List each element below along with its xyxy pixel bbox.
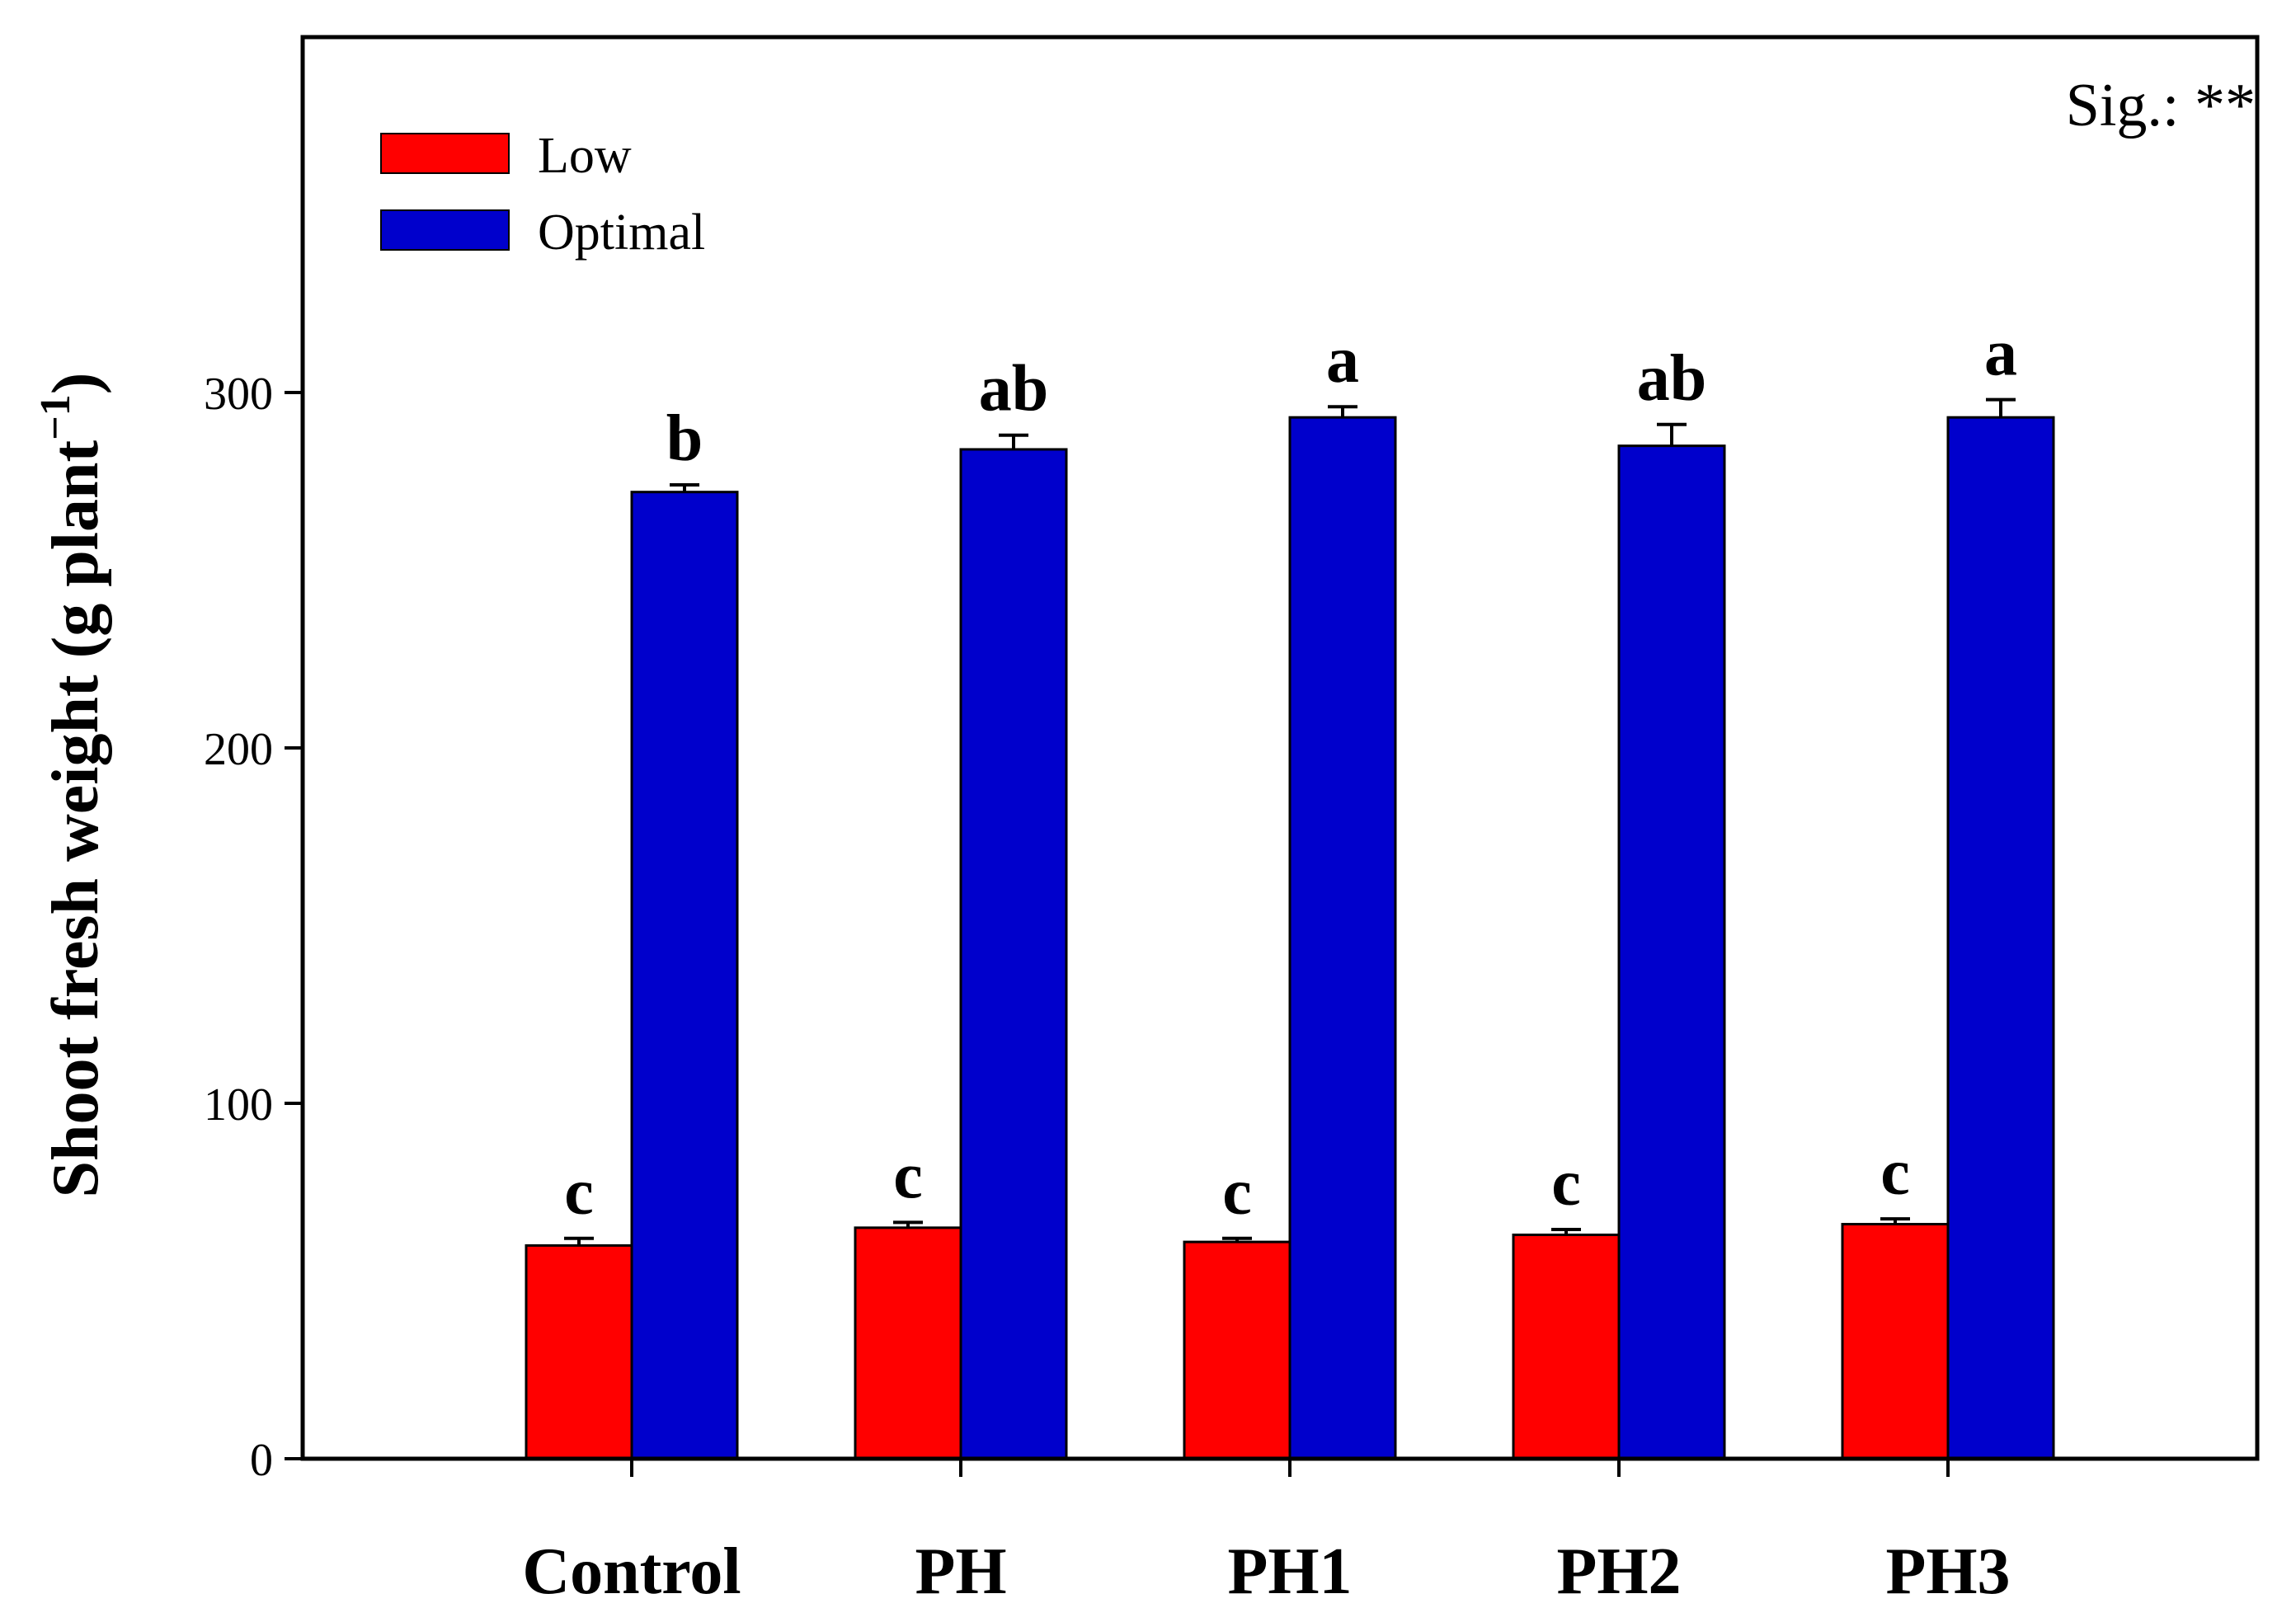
y-tick-label-1: 100: [204, 1079, 273, 1131]
significance-label-low-4: c: [1880, 1136, 1910, 1209]
significance-label-low-2: c: [1222, 1156, 1252, 1229]
bar-low-ph2: [1512, 1233, 1621, 1460]
bar-low-control: [525, 1244, 633, 1460]
significance-label-optimal-3: ab: [1637, 342, 1707, 415]
legend: Low Optimal: [380, 128, 705, 261]
y-axis-title-main: Shoot fresh weight (g plant: [40, 440, 112, 1197]
x-tick-label-control: Control: [522, 1535, 741, 1608]
legend-swatch-low: [380, 133, 510, 174]
bars: c b c ab c a c ab c a: [525, 317, 2055, 1460]
y-axis-title-superscript: −1: [32, 394, 79, 440]
legend-label-optimal: Optimal: [538, 205, 705, 261]
significance-label-low-0: c: [564, 1156, 594, 1229]
bar-optimal-ph1: [1288, 416, 1397, 1460]
bar-optimal-ph3: [1946, 416, 2055, 1460]
y-tick-label-2: 200: [204, 724, 273, 775]
legend-label-low: Low: [538, 128, 632, 184]
significance-label-optimal-0: b: [666, 402, 703, 475]
bar-low-ph: [854, 1226, 962, 1460]
y-axis-ticks: 0 100 200 300: [204, 369, 303, 1486]
bar-low-ph1: [1183, 1240, 1292, 1460]
significance-label-optimal-2: a: [1326, 324, 1359, 397]
significance-label-optimal-4: a: [1984, 317, 2017, 390]
x-axis-labels: Control PH PH1 PH2 PH3: [522, 1459, 2011, 1608]
plot-frame: [300, 35, 2260, 1461]
significance-label-low-3: c: [1551, 1147, 1581, 1220]
significance-note: Sig.: **: [2066, 72, 2256, 139]
x-tick-label-ph1: PH1: [1227, 1535, 1352, 1608]
significance-label-low-1: c: [893, 1140, 923, 1212]
x-tick-label-ph2: PH2: [1556, 1535, 1681, 1608]
y-axis-title-close: ): [40, 373, 112, 395]
y-tick-label-0: 0: [250, 1435, 273, 1486]
bar-optimal-ph2: [1617, 444, 1726, 1460]
significance-label-optimal-1: ab: [979, 353, 1049, 425]
y-axis-title: Shoot fresh weight (g plant−1): [32, 373, 112, 1198]
bar-low-ph3: [1841, 1223, 1950, 1460]
x-tick-label-ph: PH: [915, 1535, 1006, 1608]
bar-optimal-ph: [959, 448, 1068, 1460]
legend-swatch-optimal: [380, 209, 510, 251]
y-tick-label-3: 300: [204, 369, 273, 420]
x-tick-label-ph3: PH3: [1885, 1535, 2010, 1608]
bar-optimal-control: [630, 491, 739, 1460]
